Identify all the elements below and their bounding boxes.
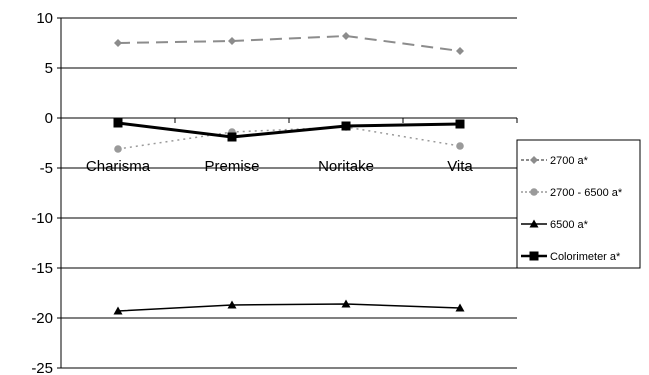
category-labels: Charisma Premise Noritake Vita <box>86 158 474 175</box>
legend-item: Colorimeter a* <box>521 251 621 263</box>
y-tick-label: -10 <box>31 210 53 227</box>
y-tick-label: -20 <box>31 310 53 327</box>
legend-item: 2700 - 6500 a* <box>521 187 623 199</box>
axes <box>57 17 518 369</box>
data-point <box>456 47 464 55</box>
y-tick-label: -5 <box>40 160 53 177</box>
data-point <box>113 306 123 315</box>
gridlines <box>61 17 517 369</box>
data-point <box>114 39 122 47</box>
data-point <box>341 121 351 131</box>
legend-label: 6500 a* <box>550 219 589 231</box>
series-line <box>117 34 461 52</box>
legend-marker <box>530 156 538 164</box>
legend-box <box>516 139 641 269</box>
legend-label: 2700 a* <box>550 155 589 167</box>
data-point <box>228 37 236 45</box>
data-point <box>342 32 350 40</box>
legend-item: 6500 a* <box>521 219 589 231</box>
legend-item: 2700 a* <box>521 155 589 167</box>
legend-marker <box>530 188 538 196</box>
y-tick-label: 0 <box>45 110 53 127</box>
series-2 <box>113 299 465 315</box>
y-tick-labels: 10 5 0 -5 -10 -15 -20 -25 <box>31 10 53 375</box>
series-0 <box>114 32 464 55</box>
data-point <box>455 303 465 312</box>
category-label: Premise <box>204 158 259 175</box>
data-point <box>227 300 237 309</box>
series <box>113 32 465 315</box>
y-tick-label: -15 <box>31 260 53 277</box>
legend-marker <box>529 251 539 261</box>
category-label: Noritake <box>318 158 374 175</box>
legend-label: Colorimeter a* <box>550 251 621 263</box>
category-label: Charisma <box>86 158 151 175</box>
y-tick-label: 10 <box>36 10 53 27</box>
data-point <box>227 132 237 142</box>
series-line <box>117 121 461 139</box>
series-3 <box>113 118 465 142</box>
legend-label: 2700 - 6500 a* <box>550 187 623 199</box>
y-tick-label: 5 <box>45 60 53 77</box>
data-point <box>113 118 123 128</box>
series-line <box>117 303 461 312</box>
legend: 2700 a* 2700 - 6500 a* 6500 a* Colorimeter … <box>516 139 641 269</box>
category-label: Vita <box>447 158 473 175</box>
data-point <box>114 145 122 153</box>
data-point <box>455 119 465 129</box>
legend-marker <box>529 219 539 228</box>
data-point <box>341 299 351 308</box>
y-tick-label: -25 <box>31 360 53 375</box>
data-point <box>456 142 464 150</box>
